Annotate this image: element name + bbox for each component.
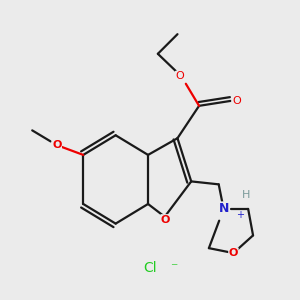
Text: ⁻: ⁻ — [170, 261, 178, 275]
Text: O: O — [161, 215, 170, 225]
Text: H: H — [242, 190, 250, 200]
Text: N: N — [218, 202, 229, 215]
Text: O: O — [176, 71, 184, 81]
Text: +: + — [236, 210, 244, 220]
Text: O: O — [232, 96, 241, 106]
Text: O: O — [229, 248, 238, 258]
Text: O: O — [52, 140, 62, 150]
Text: Cl: Cl — [143, 261, 157, 275]
